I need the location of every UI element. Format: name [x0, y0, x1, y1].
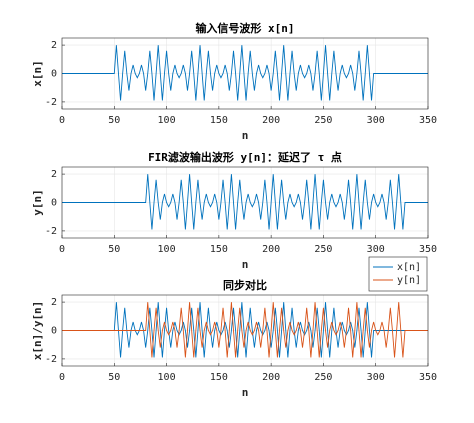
- y-axis-label: x[n]: [31, 60, 44, 87]
- y-axis-label: x[n]/y[n]: [31, 301, 44, 361]
- y-axis-label: y[n]: [31, 189, 44, 216]
- legend-label: y[n]: [397, 275, 421, 286]
- x-tick-label: 0: [59, 115, 65, 126]
- x-tick-label: 150: [210, 244, 228, 255]
- x-tick-label: 350: [419, 372, 437, 383]
- x-tick-label: 50: [108, 372, 120, 383]
- x-tick-label: 200: [262, 372, 280, 383]
- x-tick-label: 50: [108, 115, 120, 126]
- x-tick-label: 350: [419, 244, 437, 255]
- legend-box: [368, 256, 428, 292]
- x-tick-label: 300: [367, 244, 385, 255]
- y-tick-label: -2: [45, 226, 57, 237]
- x-tick-label: 150: [210, 372, 228, 383]
- chart-title: 输入信号波形 x[n]: [195, 21, 294, 35]
- axes-box: [61, 37, 429, 110]
- x-tick-label: 100: [158, 372, 176, 383]
- legend-label: x[n]: [397, 262, 421, 273]
- x-tick-label: 250: [314, 115, 332, 126]
- x-axis-label: n: [242, 386, 249, 399]
- x-tick-label: 200: [262, 115, 280, 126]
- x-tick-label: 100: [158, 244, 176, 255]
- x-tick-label: 250: [314, 372, 332, 383]
- y-tick-label: 2: [51, 40, 57, 51]
- x-tick-label: 150: [210, 115, 228, 126]
- x-axis-label: n: [242, 129, 249, 142]
- y-tick-label: 0: [51, 198, 57, 209]
- chart-title: FIR滤波输出波形 y[n]：延迟了 τ 点: [148, 150, 342, 164]
- x-tick-label: 350: [419, 115, 437, 126]
- x-tick-label: 0: [59, 244, 65, 255]
- y-tick-label: 2: [51, 297, 57, 308]
- series-line: [62, 302, 428, 358]
- x-tick-label: 0: [59, 372, 65, 383]
- axes-box: [61, 294, 429, 367]
- series-line: [62, 45, 428, 101]
- x-axis-label: n: [242, 258, 249, 271]
- y-tick-label: 0: [51, 326, 57, 337]
- series-line: [62, 174, 428, 230]
- y-tick-label: 0: [51, 69, 57, 80]
- x-tick-label: 50: [108, 244, 120, 255]
- x-tick-label: 250: [314, 244, 332, 255]
- chart-title: 同步对比: [223, 278, 267, 292]
- axes-box: [61, 166, 429, 239]
- x-tick-label: 300: [367, 115, 385, 126]
- x-tick-label: 200: [262, 244, 280, 255]
- y-tick-label: -2: [45, 97, 57, 108]
- x-tick-label: 100: [158, 115, 176, 126]
- y-tick-label: -2: [45, 354, 57, 365]
- x-tick-label: 300: [367, 372, 385, 383]
- series-line: [62, 302, 428, 358]
- y-tick-label: 2: [51, 169, 57, 180]
